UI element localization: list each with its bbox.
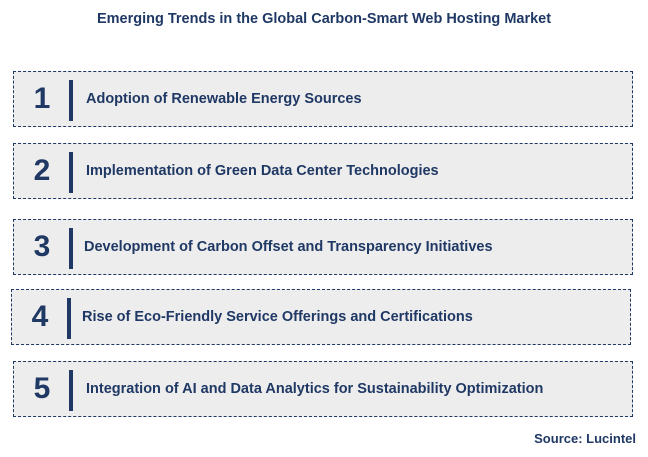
trend-number: 1 <box>33 82 51 115</box>
number-divider <box>69 152 73 193</box>
trend-item-1: 1 Adoption of Renewable Energy Sources <box>13 71 633 127</box>
trend-number: 5 <box>33 372 51 405</box>
number-divider <box>69 370 73 411</box>
source-credit: Source: Lucintel <box>534 431 636 446</box>
number-divider <box>67 298 71 339</box>
trend-number: 2 <box>33 154 51 187</box>
number-divider <box>69 80 73 121</box>
trend-item-3: 3 Development of Carbon Offset and Trans… <box>13 219 633 275</box>
trend-label: Implementation of Green Data Center Tech… <box>86 163 439 179</box>
trend-label: Development of Carbon Offset and Transpa… <box>84 239 493 255</box>
trend-label: Integration of AI and Data Analytics for… <box>86 381 544 397</box>
trend-item-5: 5 Integration of AI and Data Analytics f… <box>13 361 633 417</box>
trend-number: 4 <box>31 300 49 333</box>
diagram-title: Emerging Trends in the Global Carbon-Sma… <box>96 11 552 27</box>
trend-number: 3 <box>33 230 51 263</box>
trend-item-4: 4 Rise of Eco-Friendly Service Offerings… <box>11 289 631 345</box>
number-divider <box>69 228 73 269</box>
trend-item-2: 2 Implementation of Green Data Center Te… <box>13 143 633 199</box>
trend-label: Adoption of Renewable Energy Sources <box>86 91 362 107</box>
trend-label: Rise of Eco-Friendly Service Offerings a… <box>82 309 473 325</box>
